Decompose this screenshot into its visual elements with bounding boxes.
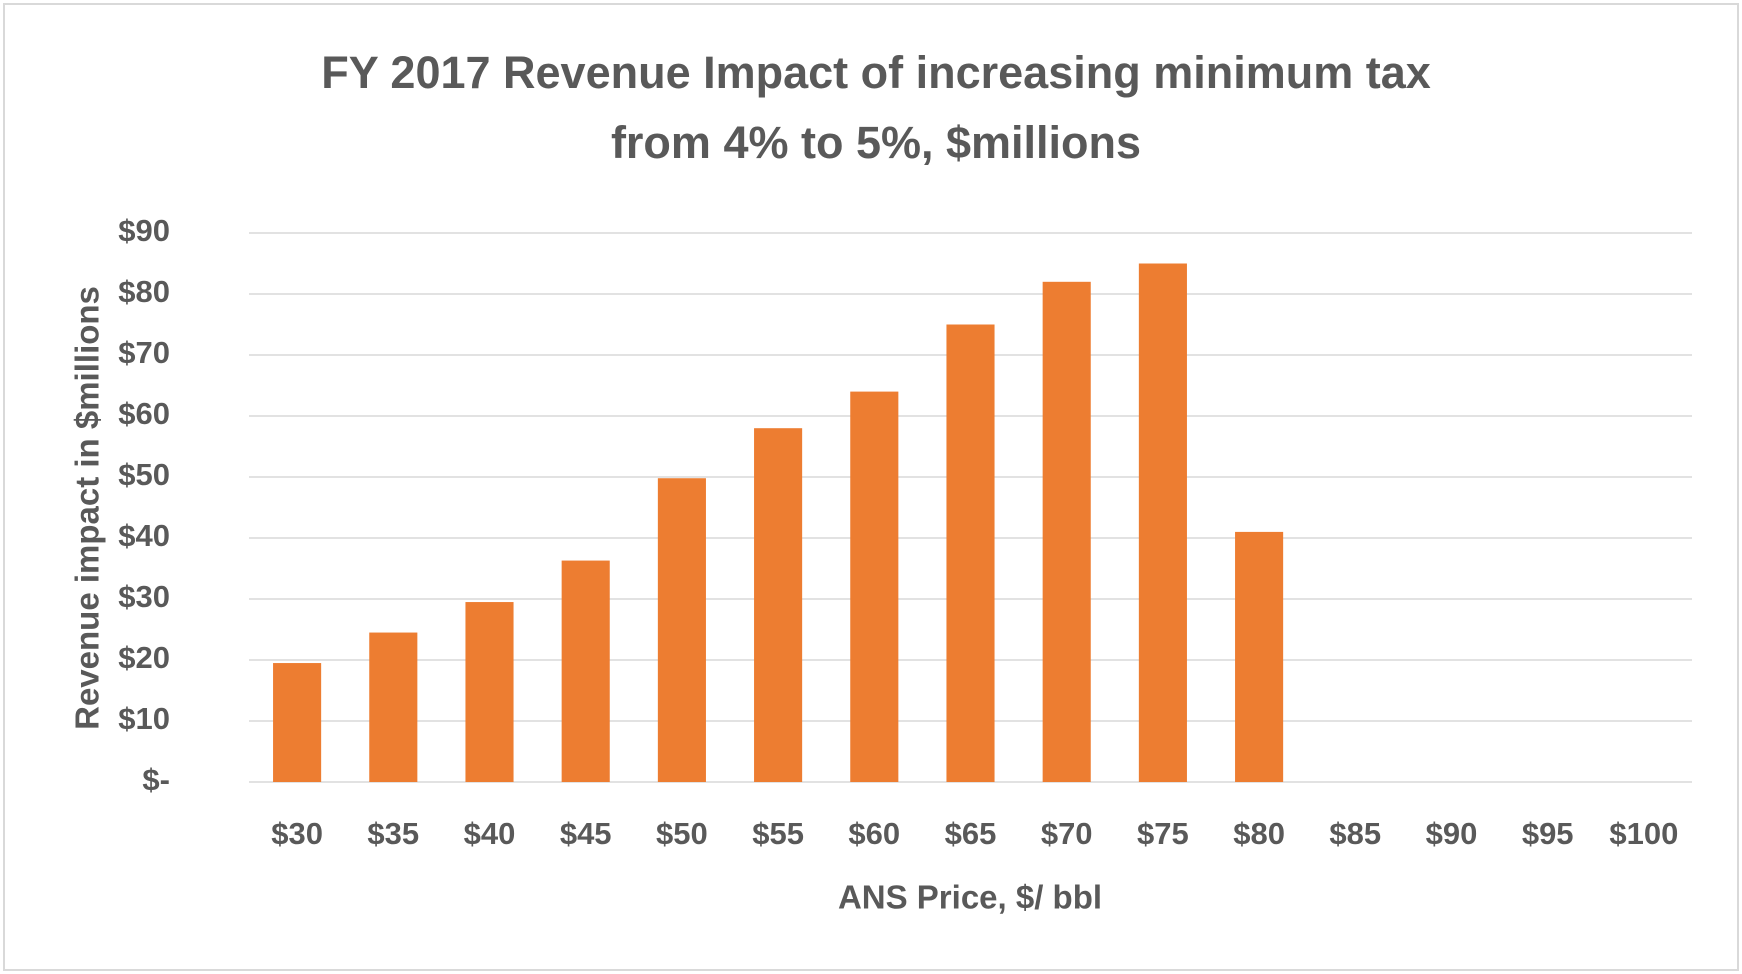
bar [1235, 531, 1284, 782]
x-tick-label: $60 [848, 816, 900, 851]
x-tick-label: $95 [1522, 816, 1574, 851]
bar [657, 478, 706, 782]
y-tick-label: $50 [118, 457, 170, 492]
y-tick-label: $10 [118, 701, 170, 736]
y-tick-label: $30 [118, 579, 170, 614]
x-tick-label: $85 [1329, 816, 1381, 851]
x-tick-label: $75 [1137, 816, 1189, 851]
y-tick-label: $90 [118, 213, 170, 248]
chart-title: from 4% to 5%, $millions [611, 117, 1141, 168]
bar [1042, 281, 1091, 782]
x-tick-label: $50 [656, 816, 708, 851]
x-tick-label: $40 [464, 816, 516, 851]
bar [946, 324, 995, 782]
y-tick-label: $- [142, 762, 170, 797]
bar [369, 632, 418, 782]
x-tick-label: $80 [1233, 816, 1285, 851]
bar [850, 391, 899, 782]
y-tick-label: $40 [118, 518, 170, 553]
bar [1138, 263, 1187, 782]
x-tick-label: $30 [271, 816, 323, 851]
y-axis-title: Revenue impact in $millions [69, 286, 106, 730]
bar [754, 428, 803, 782]
y-tick-label: $20 [118, 640, 170, 675]
x-tick-label: $90 [1426, 816, 1478, 851]
chart-title: FY 2017 Revenue Impact of increasing min… [321, 47, 1431, 98]
x-tick-label: $45 [560, 816, 612, 851]
x-tick-label: $100 [1609, 816, 1678, 851]
y-tick-label: $70 [118, 335, 170, 370]
y-tick-label: $60 [118, 396, 170, 431]
x-tick-label: $70 [1041, 816, 1093, 851]
x-axis-title: ANS Price, $/ bbl [838, 879, 1102, 916]
x-tick-label: $65 [945, 816, 997, 851]
bar [561, 560, 610, 782]
bar [465, 602, 514, 782]
x-tick-label: $35 [367, 816, 419, 851]
x-tick-label: $55 [752, 816, 804, 851]
y-tick-label: $80 [118, 274, 170, 309]
bar [273, 663, 322, 782]
